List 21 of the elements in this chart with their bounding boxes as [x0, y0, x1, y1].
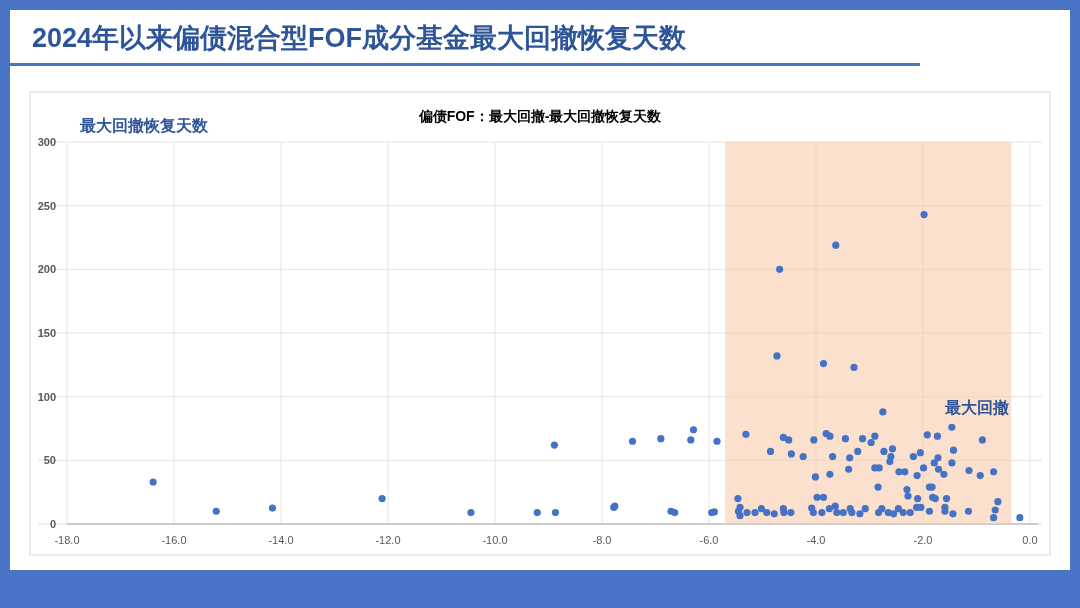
- x-tick-label: -16.0: [161, 534, 187, 546]
- y-tick-label: 0: [49, 518, 56, 530]
- x-tick-label: -8.0: [592, 534, 612, 546]
- x-tick-label: -18.0: [54, 534, 80, 546]
- y-tick-label: 50: [43, 454, 56, 467]
- x-tick-label: -6.0: [699, 534, 719, 546]
- x-tick-label: -14.0: [268, 534, 294, 546]
- x-tick-label: -2.0: [913, 534, 933, 546]
- x-tick-label: 0.0: [1022, 534, 1038, 546]
- x-tick-label: -10.0: [482, 534, 508, 546]
- y-tick-label: 200: [37, 263, 56, 276]
- title: 2024年以来偏债混合型FOF成分基金最大回撤恢复天数: [32, 23, 687, 53]
- x-tick-label: -4.0: [806, 534, 826, 546]
- y-axis-title: 最大回撤恢复天数: [79, 117, 209, 134]
- y-tick-label: 300: [37, 136, 56, 148]
- y-tick-label: 100: [37, 390, 56, 403]
- x-tick-label: -12.0: [375, 534, 401, 546]
- band-label: 最大回撤: [944, 399, 1010, 416]
- y-tick-label: 150: [37, 327, 56, 339]
- y-tick-label: 250: [37, 199, 56, 212]
- chart-subtitle: 偏债FOF：最大回撤-最大回撤恢复天数: [417, 108, 663, 124]
